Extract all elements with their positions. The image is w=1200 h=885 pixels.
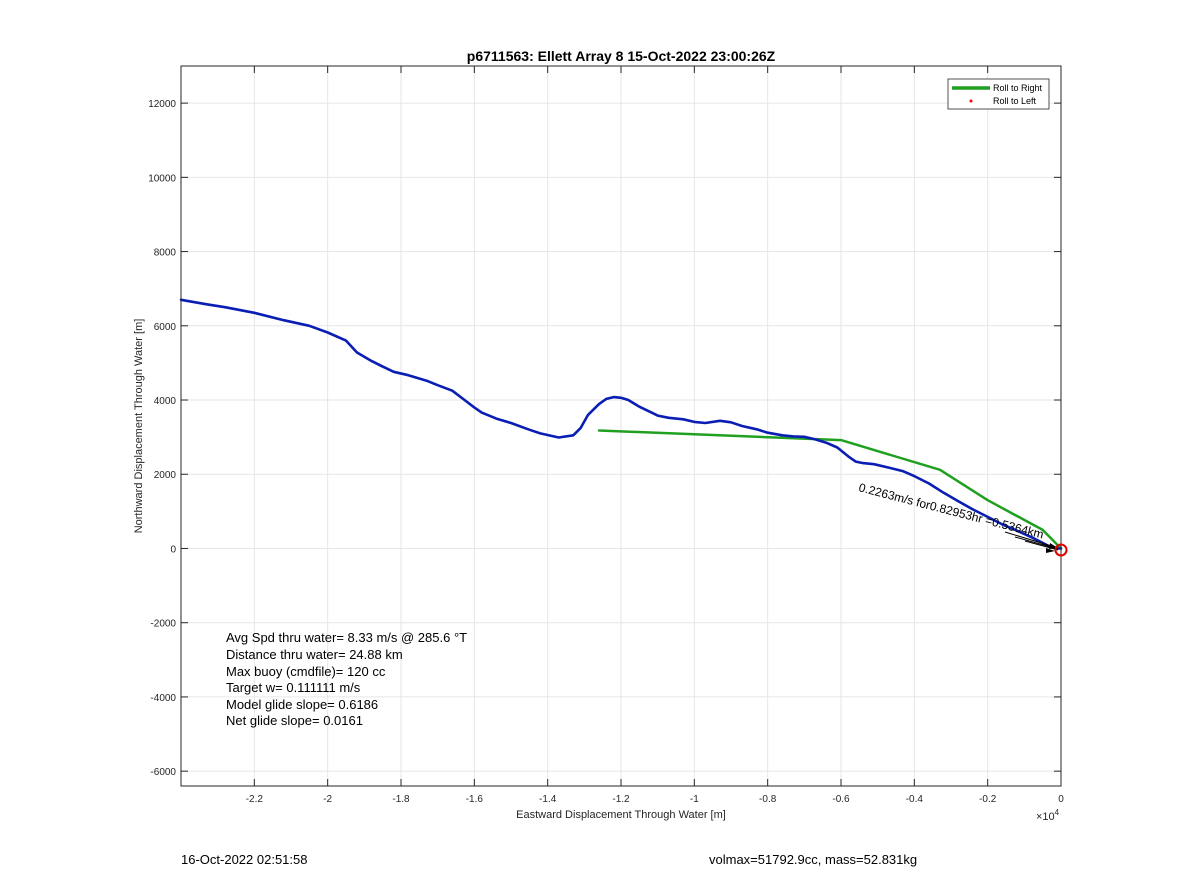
y-tick-label: 10000 [148,173,176,184]
y-tick-label: 8000 [154,248,177,259]
y-tick-label: 12000 [148,99,176,110]
series-line-2 [179,298,1063,550]
footer-date: 16-Oct-2022 02:51:58 [181,852,308,867]
annotation-target-w: Target w= 0.111111 m/s [226,680,361,695]
x-tick-label: -1.6 [466,794,484,805]
x-tick-label: -1.2 [612,794,630,805]
legend-swatch-roll-left [969,99,973,103]
y-tick-label: 4000 [154,396,177,407]
annotation-model-glide: Model glide slope= 0.6186 [226,697,379,712]
y-tick-label: -6000 [150,767,176,778]
y-axis-label: Northward Displacement Through Water [m] [133,319,145,534]
annotation-distance: Distance thru water= 24.88 km [226,647,403,662]
x-axis-label: Eastward Displacement Through Water [m] [516,809,726,821]
grid-lines [181,66,1062,786]
y-tick-label: -4000 [150,693,176,704]
end-position-marker [1054,543,1068,557]
series-group [179,298,1063,550]
x-tick-label: -0.4 [906,794,924,805]
annotation-max-buoy: Max buoy (cmdfile)= 120 cc [226,664,386,679]
x-tick-label: -0.8 [759,794,777,805]
y-tick-label: -2000 [150,619,176,630]
x-tick-label: -1.4 [539,794,557,805]
x-tick-label: -1.8 [392,794,410,805]
axis-ticks: -2.2 -2 -1.8 -1.6 -1.4 -1.2 -1 -0.8 -0.6 -0.4 -0.2… [148,66,1064,805]
current-arrow [1004,531,1059,549]
legend: Roll to Right Roll to Left [947,78,1050,110]
y-tick-label: 0 [170,544,176,555]
legend-label-roll-right: Roll to Right [993,83,1043,93]
legend-label-roll-left: Roll to Left [993,96,1037,106]
y-tick-label: 2000 [154,470,177,481]
x-tick-label: 0 [1058,794,1064,805]
annotation-net-glide: Net glide slope= 0.0161 [226,713,363,728]
x-tick-label: -2.2 [246,794,264,805]
plot-border [180,65,1062,787]
x-tick-label: -2 [323,794,332,805]
x-tick-label: -1 [690,794,699,805]
x-axis-multiplier: ×104 [1036,808,1060,823]
y-tick-label: 6000 [154,322,177,333]
footer-info: volmax=51792.9cc, mass=52.831kg [709,852,918,867]
legend-box [947,78,1050,110]
x-tick-label: -0.2 [979,794,997,805]
annotation-avg-speed: Avg Spd thru water= 8.33 m/s @ 285.6 °T [226,630,468,645]
chart-title: p6711563: Ellett Array 8 15-Oct-2022 23:… [467,48,776,64]
current-arrowhead [1046,548,1055,553]
x-tick-label: -0.6 [832,794,850,805]
series-line-0 [597,429,1063,550]
